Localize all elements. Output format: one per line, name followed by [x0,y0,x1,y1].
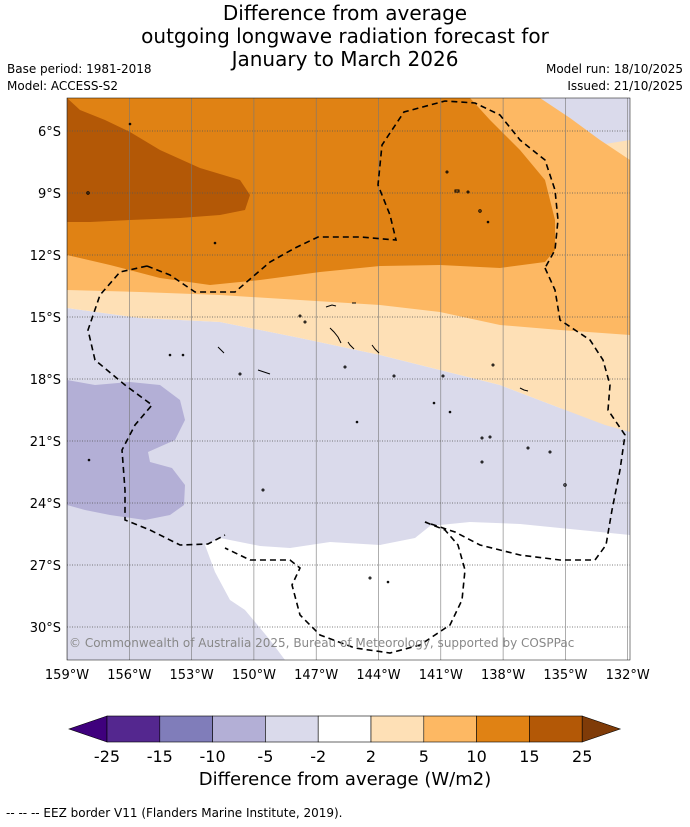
title-line-3: January to March 2026 [231,47,459,71]
band-neutral [67,300,630,660]
lon-label: 141°W [419,668,463,683]
colorbar-segment [212,715,266,743]
colorbar-extend-low [68,715,108,743]
colorbar-tick-label: -2 [310,747,326,766]
colorbar-segment [159,715,213,743]
lat-label: 12°S [30,249,61,264]
islands [86,122,567,584]
lat-label: 9°S [38,187,61,202]
longitude-labels: 159°W 156°W 153°W 150°W 147°W 144°W 141°W 138°W… [45,668,650,683]
map-frame [66,97,631,661]
colorbar-tick-label: -25 [94,747,120,766]
lon-label: 135°W [543,668,587,683]
model-run: Model run: 18/10/2025 [545,62,683,76]
colorbar-tick-label: -10 [200,747,226,766]
lon-label: 147°W [294,668,338,683]
latitude-labels: 6°S 9°S 12°S 15°S 18°S 21°S 24°S 27°S 30°S [30,125,61,636]
eez-border-north [146,100,559,293]
map-plot-area: © Commonwealth of Australia 2025, Bureau… [67,98,630,660]
lon-label: 159°W [45,668,89,683]
lon-label: 132°W [606,668,650,683]
lat-label: 30°S [30,621,61,636]
colorbar-segment [370,715,425,743]
lat-label: 15°S [30,311,61,326]
colorbar-segment [476,715,530,743]
map-gridlines [67,98,630,660]
band-15-25 [67,98,250,222]
colorbar-tick-label: 5 [419,747,429,766]
colorbar-segment [265,715,319,743]
eez-border-cook-islands [87,265,226,546]
issued-date: Issued: 21/10/2025 [567,79,683,93]
colorbar-tick-label: 10 [466,747,486,766]
base-period: Base period: 1981-2018 [7,62,152,76]
colorbar-extend-high [581,715,622,743]
band-10-15 [67,98,555,285]
lat-label: 6°S [38,125,61,140]
lat-label: 18°S [30,373,61,388]
colorbar-segment [317,715,372,743]
eez-borders [87,100,626,654]
colorbar-tick-label: -5 [257,747,273,766]
title-line-2: outgoing longwave radiation forecast for [141,24,549,48]
lat-label: 24°S [30,497,61,512]
colorbar-segment [529,715,583,743]
colorbar-tick-label: -15 [147,747,173,766]
colorbar-tick-label: 15 [519,747,539,766]
colorbar-segment [423,715,477,743]
colorbar-tick-label: 2 [366,747,376,766]
colorbar-tick-label: 25 [572,747,592,766]
eez-border-austral [224,521,466,654]
colorbar-segment [106,715,161,743]
lon-label: 153°W [170,668,214,683]
colorbar-label: Difference from average (W/m2) [198,769,492,790]
lat-label: 21°S [30,435,61,450]
copyright-notice: © Commonwealth of Australia 2025, Bureau… [69,636,574,650]
eez-footnote: -- -- -- EEZ border V11 (Flanders Marine… [6,806,343,820]
lat-label: 27°S [30,559,61,574]
lon-label: 150°W [232,668,276,683]
title-line-1: Difference from average [222,1,468,25]
eez-border-french-polynesia [424,267,626,561]
band-minus10-minus5 [67,380,185,520]
colorbar: -25 -15 -10 -5 -2 2 5 10 15 25 [68,715,622,766]
model-name: Model: ACCESS-S2 [7,79,119,93]
lon-label: 144°W [356,668,400,683]
lon-label: 138°W [481,668,525,683]
lon-label: 156°W [107,668,151,683]
